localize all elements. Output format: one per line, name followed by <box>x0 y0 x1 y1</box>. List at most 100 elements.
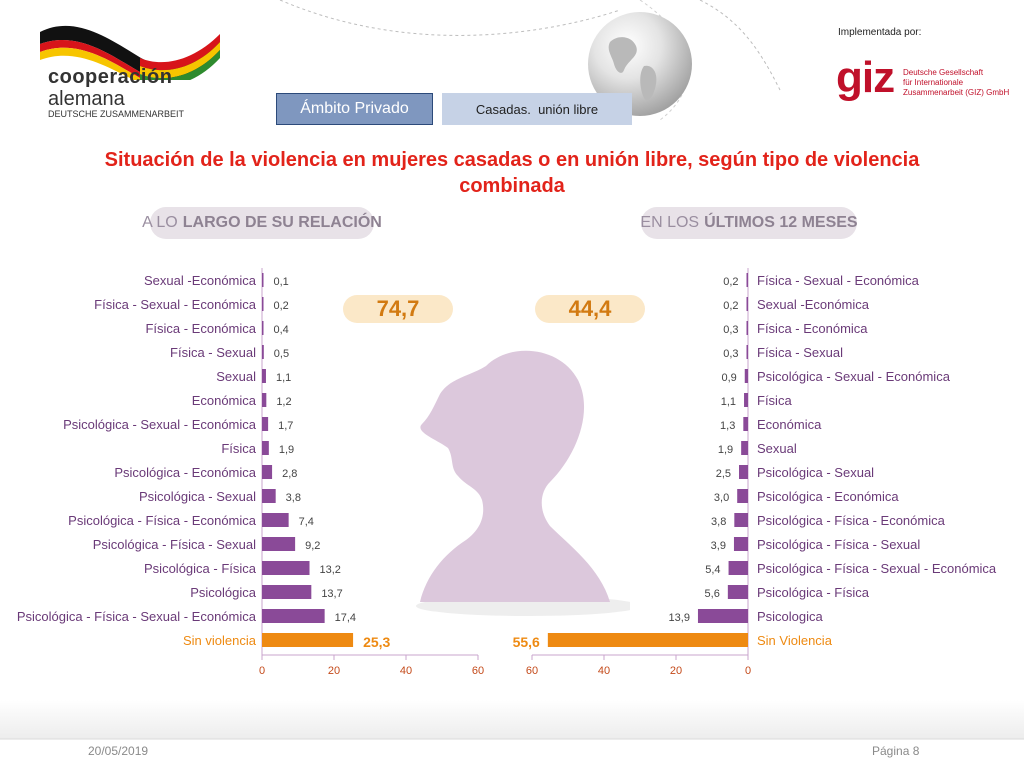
left-panel-heading: A LO LARGO DE SU RELACIÓN <box>142 207 382 239</box>
right-value-label: 0,3 <box>723 348 738 360</box>
left-value-label: 0,1 <box>274 276 289 288</box>
left-bar <box>262 561 310 575</box>
right-category-label: Psicológica - Física - Sexual - Económic… <box>757 561 997 576</box>
left-bar <box>262 393 267 407</box>
footer-date: 20/05/2019 <box>88 744 149 758</box>
right-value-label: 5,6 <box>705 588 720 600</box>
right-bar <box>728 561 748 575</box>
left-category-label: Sexual -Económica <box>144 273 257 288</box>
left-tick-label: 40 <box>400 665 412 677</box>
giz-text: Deutsche Gesellschaft für Internationale… <box>903 68 1009 98</box>
left-category-label: Psicológica - Sexual <box>139 489 256 504</box>
left-value-label: 9,2 <box>305 540 320 552</box>
left-category-label: Sexual <box>216 369 256 384</box>
right-category-label: Psicológica - Sexual - Económica <box>757 369 951 384</box>
right-heading-bold: ÚLTIMOS 12 MESES <box>704 214 858 231</box>
left-category-label: Psicológica - Física <box>144 561 257 576</box>
giz-text-line3: Zusammenarbeit (GIZ) GmbH <box>903 88 1010 97</box>
page-title: Situación de la violencia en mujeres cas… <box>104 149 920 197</box>
right-category-label: Psicológica - Física - Sexual <box>757 537 920 552</box>
right-total-badge: 44,4 <box>535 295 645 323</box>
left-bar <box>262 369 266 383</box>
left-bar <box>262 417 269 431</box>
left-value-label: 7,4 <box>299 516 314 528</box>
giz-text-line2: für Internationale <box>903 78 964 87</box>
right-bar <box>744 393 748 407</box>
left-category-label: Física - Económica <box>145 321 256 336</box>
left-bar <box>262 321 264 335</box>
footer-band <box>0 700 1024 740</box>
left-category-label: Psicológica - Física - Económica <box>68 513 257 528</box>
left-bar <box>262 537 296 551</box>
right-heading-prefix: EN LOS <box>640 214 700 231</box>
right-bar <box>737 489 748 503</box>
right-bar <box>744 369 748 383</box>
right-bar <box>741 441 748 455</box>
left-heading-bold: LARGO DE SU RELACIÓN <box>182 214 382 231</box>
left-value-label: 1,9 <box>279 444 294 456</box>
left-value-label: 2,8 <box>282 468 297 480</box>
right-value-label: 55,6 <box>513 634 540 650</box>
left-value-label: 0,5 <box>274 348 289 360</box>
right-value-label: 1,1 <box>721 396 736 408</box>
left-bar <box>262 585 312 599</box>
right-category-label: Física - Económica <box>757 321 868 336</box>
giz-logo: giz <box>836 53 895 102</box>
tab-casadas-union-libre[interactable]: Casadas. unión libre <box>442 93 632 125</box>
right-category-label: Psicológica - Física <box>757 585 870 600</box>
implementada-por-label: Implementada por: <box>838 27 922 38</box>
left-tick-label: 20 <box>328 665 340 677</box>
right-category-label: Física <box>757 393 792 408</box>
right-category-label: Física - Sexual <box>757 345 843 360</box>
bar-charts: 0 20 40 60 Sexual -Económica 0,1 Física - Sexu… <box>17 268 997 677</box>
left-value-label: 13,2 <box>320 564 341 576</box>
giz-text-line1: Deutsche Gesellschaft <box>903 68 984 77</box>
right-bar <box>734 513 748 527</box>
right-category-label: Psicologica <box>757 609 824 624</box>
left-tick-label: 60 <box>472 665 484 677</box>
right-bar <box>697 609 748 623</box>
left-value-label: 1,7 <box>278 420 293 432</box>
right-value-label: 13,9 <box>669 612 690 624</box>
right-value-label: 1,9 <box>718 444 733 456</box>
left-value-label: 0,2 <box>274 300 289 312</box>
footer-page: Página 8 <box>872 744 920 758</box>
right-value-label: 2,5 <box>716 468 731 480</box>
left-bar <box>262 441 269 455</box>
right-category-label: Sin Violencia <box>757 633 833 648</box>
right-panel-heading: EN LOS ÚLTIMOS 12 MESES <box>640 207 858 239</box>
left-bar <box>262 489 276 503</box>
tab-ambito-privado[interactable]: Ámbito Privado <box>276 93 433 125</box>
right-category-label: Física - Sexual - Económica <box>757 273 920 288</box>
right-category-label: Psicológica - Sexual <box>757 465 874 480</box>
left-value-label: 1,1 <box>276 372 291 384</box>
left-category-label: Psicológica - Sexual - Económica <box>63 417 257 432</box>
right-bar <box>733 537 748 551</box>
right-category-label: Económica <box>757 417 822 432</box>
right-value-label: 3,0 <box>714 492 729 504</box>
right-bar <box>727 585 748 599</box>
right-bar <box>746 321 748 335</box>
left-category-label: Psicológica <box>190 585 257 600</box>
left-tick-label: 0 <box>259 665 265 677</box>
left-category-label: Económica <box>192 393 257 408</box>
right-bar <box>743 417 748 431</box>
right-value-label: 1,3 <box>720 420 735 432</box>
left-value-label: 3,8 <box>286 492 301 504</box>
decorative-arcs <box>279 0 781 120</box>
right-category-label: Psicológica - Económica <box>757 489 899 504</box>
flag-ribbon-icon <box>40 25 220 80</box>
right-bar <box>739 465 748 479</box>
left-bar <box>262 465 273 479</box>
left-bar <box>262 633 354 647</box>
left-category-label: Física <box>221 441 256 456</box>
right-bar <box>746 345 748 359</box>
left-value-label: 0,4 <box>274 324 289 336</box>
right-category-label: Sexual <box>757 441 797 456</box>
left-category-label: Psicológica - Económica <box>114 465 256 480</box>
left-bar <box>262 609 325 623</box>
left-value-label: 1,2 <box>276 396 291 408</box>
right-category-label: Psicológica - Física - Económica <box>757 513 946 528</box>
right-value-label: 5,4 <box>705 564 720 576</box>
right-bar <box>746 297 748 311</box>
